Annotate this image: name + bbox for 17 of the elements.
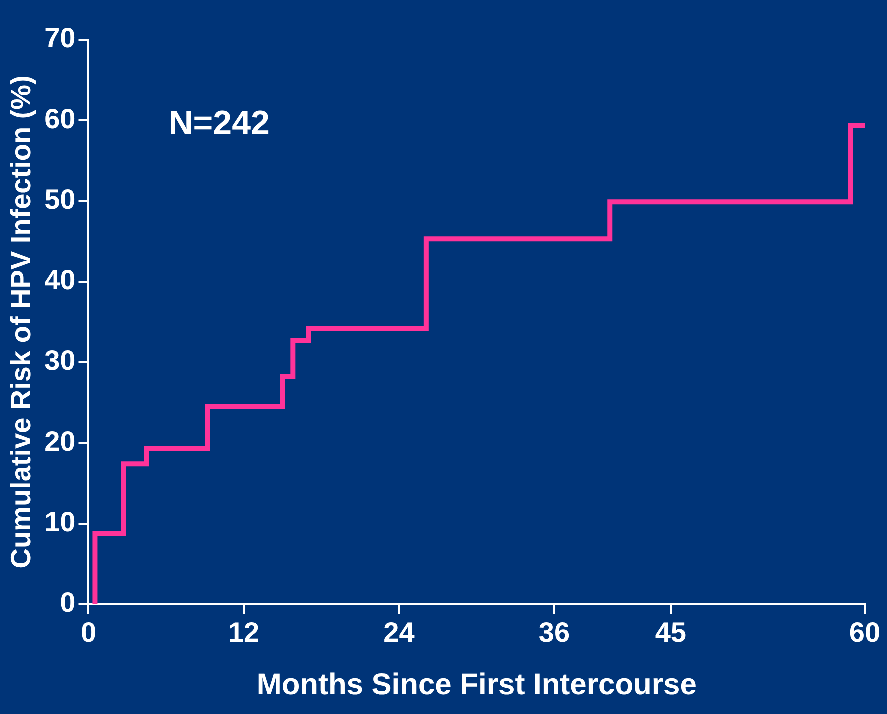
x-tick-label: 60 <box>849 616 881 648</box>
x-axis-title: Months Since First Intercourse <box>256 668 697 702</box>
y-tick-label: 0 <box>60 587 76 618</box>
y-tick-label: 60 <box>44 103 76 134</box>
y-axis-title: Cumulative Risk of HPV Infection (%) <box>6 76 37 569</box>
x-tick-label: 12 <box>228 616 260 648</box>
y-tick-label: 30 <box>44 345 76 376</box>
x-tick-label: 0 <box>80 616 97 648</box>
y-tick-label: 20 <box>44 426 76 457</box>
x-tick-label: 36 <box>538 616 570 648</box>
y-tick-label: 40 <box>44 264 76 296</box>
y-tick-label: 10 <box>44 506 76 538</box>
annotation: N=242 <box>168 104 270 142</box>
y-tick-label: 70 <box>44 22 76 54</box>
x-tick-label: 24 <box>384 616 416 648</box>
y-tick-label: 50 <box>44 184 76 215</box>
x-tick-label: 45 <box>655 616 687 648</box>
